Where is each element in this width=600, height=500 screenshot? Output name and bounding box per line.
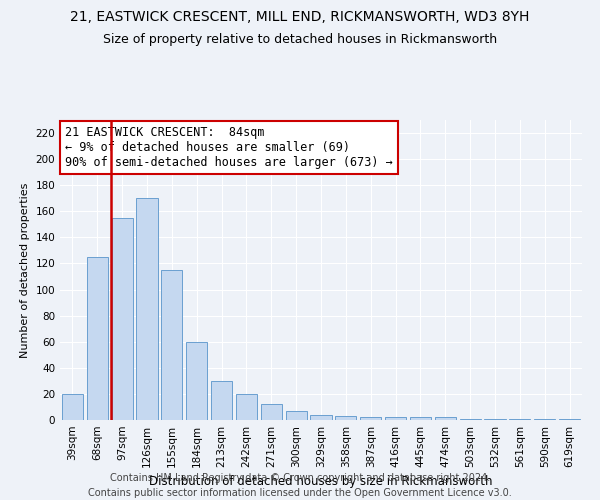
Bar — [509, 418, 530, 420]
Bar — [112, 218, 133, 420]
Bar — [335, 416, 356, 420]
Bar — [460, 418, 481, 420]
Bar — [236, 394, 257, 420]
Bar — [484, 418, 506, 420]
Bar — [534, 418, 555, 420]
Text: Contains HM Land Registry data © Crown copyright and database right 2024.
Contai: Contains HM Land Registry data © Crown c… — [88, 472, 512, 498]
Bar — [261, 404, 282, 420]
Text: 21, EASTWICK CRESCENT, MILL END, RICKMANSWORTH, WD3 8YH: 21, EASTWICK CRESCENT, MILL END, RICKMAN… — [70, 10, 530, 24]
Bar — [211, 381, 232, 420]
Bar — [385, 418, 406, 420]
Bar — [186, 342, 207, 420]
Y-axis label: Number of detached properties: Number of detached properties — [20, 182, 30, 358]
Bar — [410, 418, 431, 420]
Text: Size of property relative to detached houses in Rickmansworth: Size of property relative to detached ho… — [103, 32, 497, 46]
Bar — [87, 257, 108, 420]
Bar — [360, 418, 381, 420]
Bar — [559, 418, 580, 420]
Bar — [310, 415, 332, 420]
Text: 21 EASTWICK CRESCENT:  84sqm
← 9% of detached houses are smaller (69)
90% of sem: 21 EASTWICK CRESCENT: 84sqm ← 9% of deta… — [65, 126, 393, 169]
Bar — [62, 394, 83, 420]
Bar — [286, 411, 307, 420]
Bar — [161, 270, 182, 420]
Bar — [435, 418, 456, 420]
X-axis label: Distribution of detached houses by size in Rickmansworth: Distribution of detached houses by size … — [149, 476, 493, 488]
Bar — [136, 198, 158, 420]
